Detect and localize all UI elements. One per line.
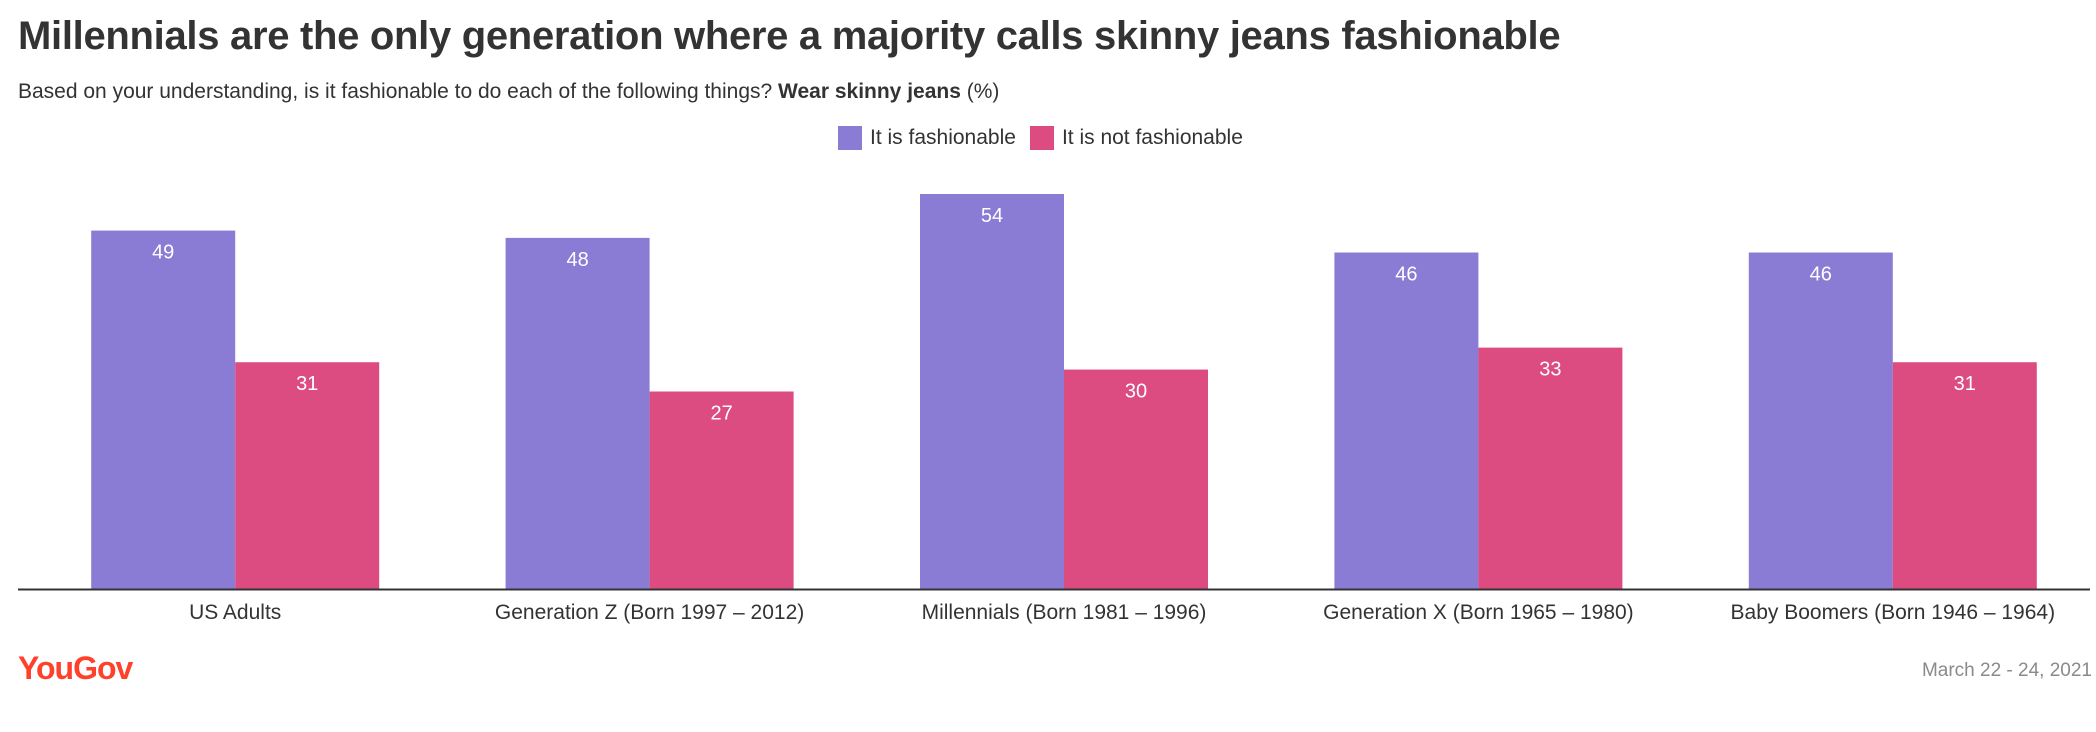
bar-fashionable-1 — [505, 237, 650, 589]
bar-fashionable-0 — [91, 230, 236, 589]
legend-swatch-fashionable — [838, 126, 862, 150]
category-label: Generation X (Born 1965 – 1980) — [1323, 601, 1634, 624]
bar-value-label: 33 — [1539, 359, 1561, 381]
bar-value-label: 27 — [710, 403, 732, 425]
bar-chart: 49 31 US Adults 48 27 Generation Z (Born 1997… — [18, 194, 2090, 624]
category-label: Generation Z (Born 1997 – 2012) — [495, 601, 804, 624]
bar-fashionable-3 — [1334, 252, 1479, 589]
bar-value-label: 48 — [566, 249, 588, 271]
bar-value-label: 46 — [1395, 264, 1417, 286]
chart-subtitle: Based on your understanding, is it fashi… — [18, 80, 999, 104]
legend-item-not-fashionable: It is not fashionable — [1029, 126, 1243, 150]
bar-value-label: 46 — [1810, 264, 1832, 286]
legend-label-fashionable: It is fashionable — [870, 126, 1016, 149]
legend-label-not-fashionable: It is not fashionable — [1061, 126, 1243, 149]
subtitle-question: Based on your understanding, is it fashi… — [18, 80, 773, 103]
chart-legend: It is fashionable It is not fashionable — [838, 126, 1257, 150]
survey-date: March 22 - 24, 2021 — [1921, 660, 2092, 681]
legend-item-fashionable: It is fashionable — [838, 126, 1016, 150]
bar-not-fashionable-4 — [1892, 362, 2037, 589]
bar-not-fashionable-3 — [1478, 347, 1623, 589]
bar-not-fashionable-2 — [1064, 369, 1208, 589]
bar-value-label: 31 — [296, 373, 318, 395]
bar-value-label: 49 — [152, 242, 174, 264]
chart-title: Millennials are the only generation wher… — [18, 14, 1561, 58]
category-label: Millennials (Born 1981 – 1996) — [922, 601, 1207, 624]
subtitle-item: Wear skinny jeans — [778, 80, 961, 103]
bar-value-label: 31 — [1954, 373, 1976, 395]
yougov-logo: YouGov — [18, 650, 133, 686]
subtitle-unit: (%) — [966, 80, 1000, 103]
bar-value-label: 54 — [981, 205, 1003, 227]
bar-not-fashionable-1 — [649, 391, 794, 589]
bar-fashionable-2 — [920, 194, 1064, 589]
category-label: US Adults — [189, 601, 281, 624]
bar-fashionable-4 — [1748, 252, 1893, 589]
category-label: Baby Boomers (Born 1946 – 1964) — [1731, 601, 2056, 624]
legend-swatch-not-fashionable — [1029, 126, 1054, 150]
bar-not-fashionable-0 — [235, 362, 380, 589]
bar-value-label: 30 — [1125, 381, 1147, 403]
